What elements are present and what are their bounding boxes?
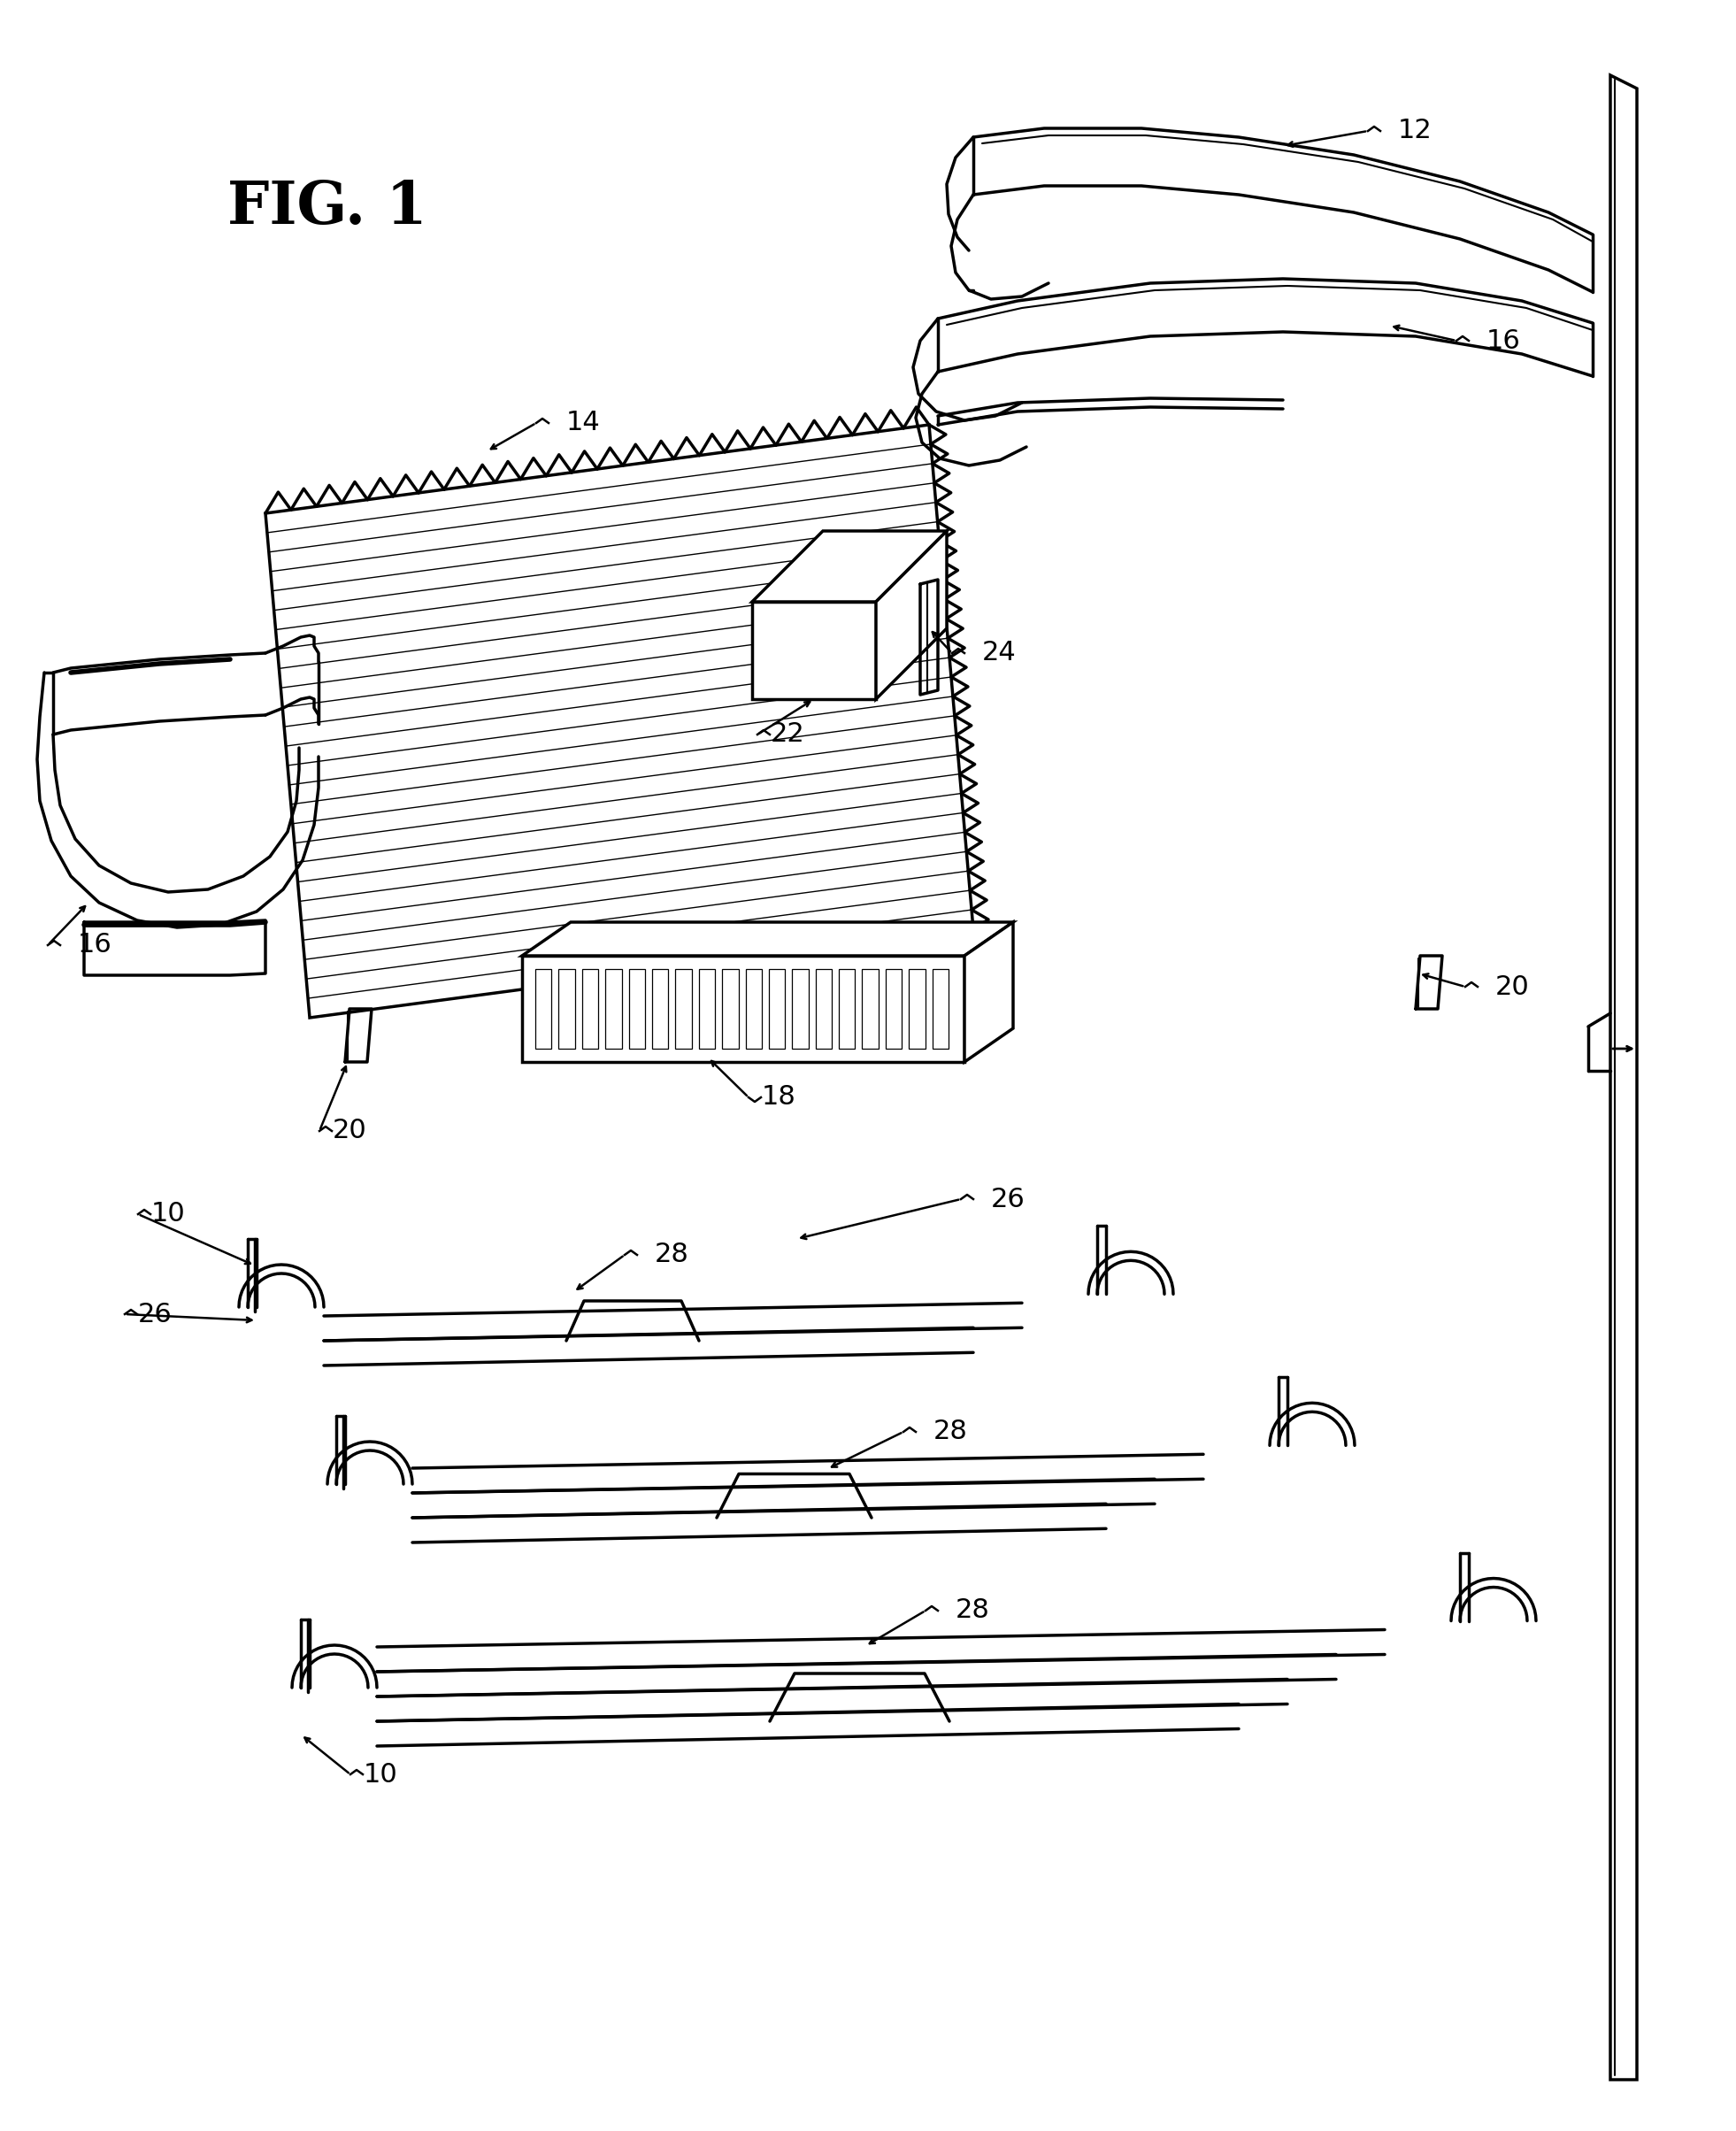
Text: 24: 24 bbox=[983, 639, 1016, 665]
Text: 26: 26 bbox=[991, 1187, 1026, 1213]
Text: 28: 28 bbox=[934, 1419, 969, 1445]
Text: 20: 20 bbox=[332, 1119, 366, 1144]
Text: 22: 22 bbox=[771, 722, 804, 748]
Polygon shape bbox=[675, 970, 691, 1048]
Polygon shape bbox=[606, 970, 621, 1048]
Text: 18: 18 bbox=[762, 1085, 795, 1110]
Text: 28: 28 bbox=[955, 1598, 990, 1624]
Polygon shape bbox=[266, 424, 974, 1019]
Text: 20: 20 bbox=[1495, 974, 1529, 999]
Polygon shape bbox=[769, 970, 785, 1048]
Polygon shape bbox=[910, 970, 925, 1048]
Text: 16: 16 bbox=[78, 933, 113, 959]
Polygon shape bbox=[965, 923, 1014, 1061]
Polygon shape bbox=[816, 970, 832, 1048]
Polygon shape bbox=[535, 970, 552, 1048]
Polygon shape bbox=[653, 970, 668, 1048]
Polygon shape bbox=[523, 957, 965, 1061]
Text: 14: 14 bbox=[566, 409, 601, 437]
Polygon shape bbox=[1611, 75, 1637, 2080]
Polygon shape bbox=[745, 970, 762, 1048]
Polygon shape bbox=[863, 970, 878, 1048]
Polygon shape bbox=[582, 970, 599, 1048]
Polygon shape bbox=[885, 970, 901, 1048]
Polygon shape bbox=[932, 970, 948, 1048]
Text: 26: 26 bbox=[137, 1302, 172, 1328]
Polygon shape bbox=[700, 970, 715, 1048]
Polygon shape bbox=[792, 970, 809, 1048]
Text: 10: 10 bbox=[363, 1762, 398, 1788]
Polygon shape bbox=[628, 970, 646, 1048]
Text: FIG. 1: FIG. 1 bbox=[227, 179, 427, 237]
Polygon shape bbox=[877, 531, 946, 699]
Text: 28: 28 bbox=[654, 1242, 689, 1268]
Text: 12: 12 bbox=[1397, 117, 1432, 143]
Text: 16: 16 bbox=[1486, 328, 1521, 354]
Polygon shape bbox=[523, 923, 1014, 957]
Polygon shape bbox=[559, 970, 575, 1048]
Polygon shape bbox=[752, 531, 946, 601]
Text: 10: 10 bbox=[151, 1202, 186, 1227]
Polygon shape bbox=[838, 970, 856, 1048]
Polygon shape bbox=[752, 601, 877, 699]
Polygon shape bbox=[722, 970, 738, 1048]
